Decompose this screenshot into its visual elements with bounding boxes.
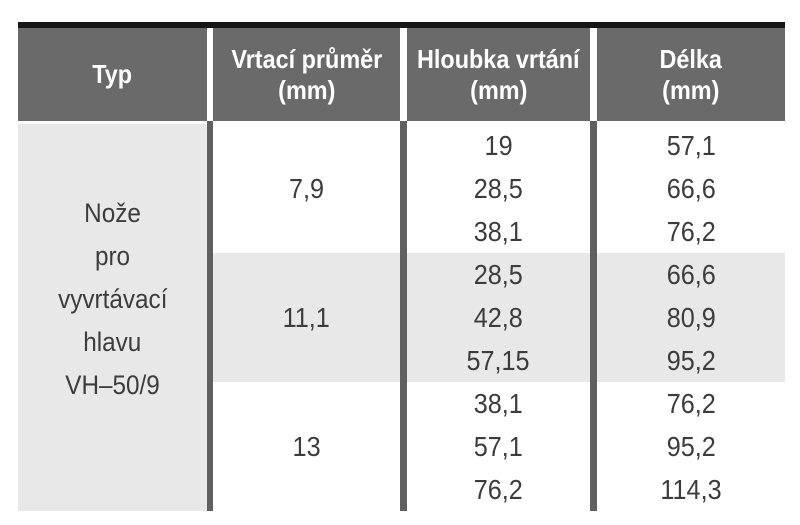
depth-value: 57,1 [473, 431, 524, 462]
type-line-1: Nože [84, 198, 141, 228]
depth-cell-group1: 19 28,5 38,1 [407, 124, 590, 253]
length-value: 80,9 [666, 302, 716, 333]
header-typ: Typ [18, 28, 207, 121]
diameter-value: 11,1 [282, 302, 331, 333]
header-length-unit: (mm) [662, 74, 720, 105]
diameter-value: 7,9 [288, 173, 325, 204]
header-length: Délka (mm) [597, 28, 785, 121]
header-drill-diameter-unit: (mm) [277, 74, 336, 105]
diameter-cell-group1: 7,9 [213, 124, 400, 253]
length-value: 114,3 [660, 474, 722, 505]
column-separator-1 [207, 121, 213, 511]
length-value: 95,2 [666, 345, 716, 376]
header-typ-label: Typ [92, 59, 133, 89]
length-cell-group2: 66,6 80,9 95,2 [597, 253, 785, 382]
type-line-5: VH–50/9 [65, 370, 160, 400]
header-length-label: Délka [659, 43, 723, 74]
depth-value: 38,1 [473, 388, 524, 419]
depth-value: 42,8 [473, 302, 524, 333]
depth-cell-group3: 38,1 57,1 76,2 [407, 382, 590, 511]
type-cell: Nože pro vyvrtávací hlavu VH–50/9 [18, 124, 207, 511]
length-value: 95,2 [666, 431, 716, 462]
length-value: 76,2 [666, 388, 716, 419]
column-separator-3 [590, 121, 597, 511]
length-value: 66,6 [666, 259, 716, 290]
header-drill-depth-label: Hloubka vrtání [417, 43, 580, 74]
type-line-3: vyvrtávací [57, 284, 168, 314]
depth-value: 38,1 [473, 216, 524, 247]
diameter-cell-group3: 13 [213, 382, 400, 511]
table-top-border [18, 22, 785, 28]
specification-table: Typ Vrtací průměr (mm) Hloubka vrtání (m… [18, 22, 785, 511]
header-drill-depth: Hloubka vrtání (mm) [407, 28, 590, 121]
diameter-cell-group2: 11,1 [213, 253, 400, 382]
depth-value: 76,2 [473, 474, 524, 505]
depth-value: 57,15 [466, 345, 531, 376]
type-line-4: hlavu [83, 327, 142, 357]
length-value: 76,2 [666, 216, 716, 247]
length-value: 57,1 [666, 130, 716, 161]
length-value: 66,6 [666, 173, 716, 204]
length-cell-group3: 76,2 95,2 114,3 [597, 382, 785, 511]
header-drill-diameter-label: Vrtací průměr [231, 43, 382, 74]
diameter-value: 13 [292, 431, 321, 462]
header-drill-diameter: Vrtací průměr (mm) [213, 28, 400, 121]
length-cell-group1: 57,1 66,6 76,2 [597, 124, 785, 253]
column-separator-2 [400, 121, 407, 511]
depth-value: 28,5 [473, 259, 524, 290]
header-drill-depth-unit: (mm) [469, 74, 528, 105]
depth-value: 19 [484, 130, 513, 161]
depth-cell-group2: 28,5 42,8 57,15 [407, 253, 590, 382]
depth-value: 28,5 [473, 173, 524, 204]
type-line-2: pro [94, 241, 131, 271]
